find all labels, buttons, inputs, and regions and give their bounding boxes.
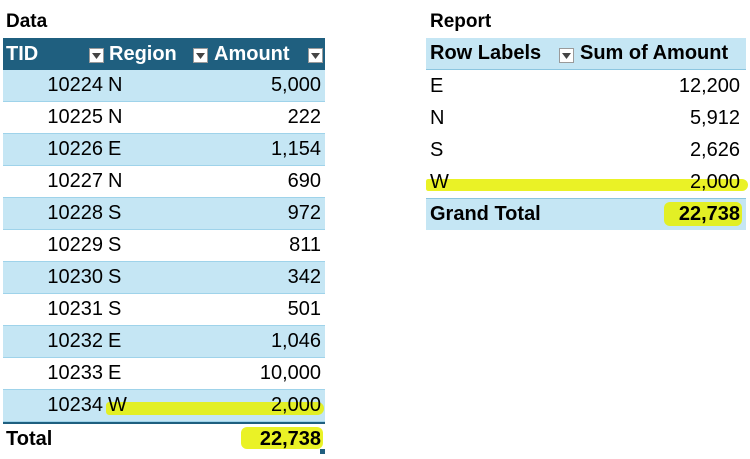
table-row[interactable]: 10224 N 5,000 [3,70,325,102]
highlighter-mark [426,179,748,191]
highlighter-mark [106,402,324,415]
region-cell: S [108,234,122,256]
tid-cell: 10226 [47,138,103,160]
pivot-row[interactable]: N 5,912 [426,102,746,134]
table-row[interactable]: 10229 S 811 [3,230,325,262]
table-row[interactable]: 10228 S 972 [3,198,325,230]
total-label: Total [6,428,53,450]
amount-cell: 222 [287,106,321,128]
tid-cell: 10225 [47,106,103,128]
data-table-header: TID Region Amount [3,38,325,70]
total-row[interactable]: Total 22,738 [3,422,325,454]
highlighter-mark [664,202,742,226]
amount-header: Amount [214,43,290,65]
region-cell: S [108,298,122,320]
region-cell: E [108,362,122,384]
tid-cell: 10228 [47,202,103,224]
amount-cell: 501 [287,298,321,320]
table-row[interactable]: 10233 E 10,000 [3,358,325,390]
tid-cell: 10231 [47,298,103,320]
sum-of-amount-header: Sum of Amount [580,42,729,64]
amount-cell: 2,000 [270,394,321,416]
total-value: 22,738 [259,428,321,450]
amount-cell: 1,046 [270,330,321,352]
region-cell: S [108,266,122,288]
amount-filter-dropdown[interactable] [308,48,323,63]
grand-total-value: 22,738 [678,203,740,225]
pivot-row-value: 5,912 [689,107,740,129]
amount-cell: 1,154 [270,138,321,160]
pivot-row-value: 2,000 [689,171,740,193]
region-filter-dropdown[interactable] [193,48,208,63]
amount-cell: 342 [287,266,321,288]
data-table: TID Region Amount 10224 N 5,000 10225 N … [3,38,325,454]
table-row[interactable]: 10226 E 1,154 [3,134,325,166]
tid-cell: 10233 [47,362,103,384]
amount-cell: 5,000 [270,74,321,96]
grand-total-label: Grand Total [430,203,541,225]
region-cell: N [108,170,123,192]
pivot-row-value: 12,200 [678,75,740,97]
region-cell: S [108,202,122,224]
pivot-row-label: N [430,107,445,129]
pivot-row-label: W [430,171,449,193]
tid-cell: 10234 [47,394,103,416]
region-header: Region [109,43,177,65]
grand-total-row[interactable]: Grand Total 22,738 [426,198,746,230]
highlighter-mark [241,427,323,449]
amount-cell: 690 [287,170,321,192]
tid-cell: 10229 [47,234,103,256]
pivot-row-value: 2,626 [689,139,740,161]
table-row[interactable]: 10231 S 501 [3,294,325,326]
chevron-down-icon [562,52,571,59]
tid-cell: 10232 [47,330,103,352]
pivot-row[interactable]: S 2,626 [426,134,746,166]
table-resize-handle[interactable] [320,449,325,454]
region-cell: N [108,106,123,128]
table-row[interactable]: 10230 S 342 [3,262,325,294]
pivot-row-label: S [430,139,444,161]
pivot-header: Row Labels Sum of Amount [426,38,746,70]
amount-cell: 811 [289,234,321,256]
region-cell: E [108,138,122,160]
pivot-row-highlighted[interactable]: W 2,000 [426,166,748,198]
region-cell: N [108,74,123,96]
pivot-row[interactable]: E 12,200 [426,70,746,102]
pivot-row-label: E [430,75,444,97]
tid-cell: 10230 [47,266,103,288]
table-row[interactable]: 10227 N 690 [3,166,325,198]
report-title: Report [430,11,492,32]
chevron-down-icon [311,52,320,59]
tid-filter-dropdown[interactable] [89,48,104,63]
region-cell: E [108,330,122,352]
table-row[interactable]: 10225 N 222 [3,102,325,134]
amount-cell: 10,000 [259,362,321,384]
region-cell: W [108,394,127,416]
tid-cell: 10227 [47,170,103,192]
chevron-down-icon [92,52,101,59]
amount-cell: 972 [287,202,321,224]
table-row-highlighted[interactable]: 10234 W 2,000 [3,390,325,422]
pivot-table: Row Labels Sum of Amount E 12,200 N 5,91… [426,38,748,230]
row-labels-header: Row Labels [430,42,542,64]
tid-cell: 10224 [47,74,103,96]
data-title: Data [6,11,48,32]
table-row[interactable]: 10232 E 1,046 [3,326,325,358]
tid-header: TID [6,43,39,65]
row-labels-filter-dropdown[interactable] [559,48,574,63]
chevron-down-icon [196,52,205,59]
